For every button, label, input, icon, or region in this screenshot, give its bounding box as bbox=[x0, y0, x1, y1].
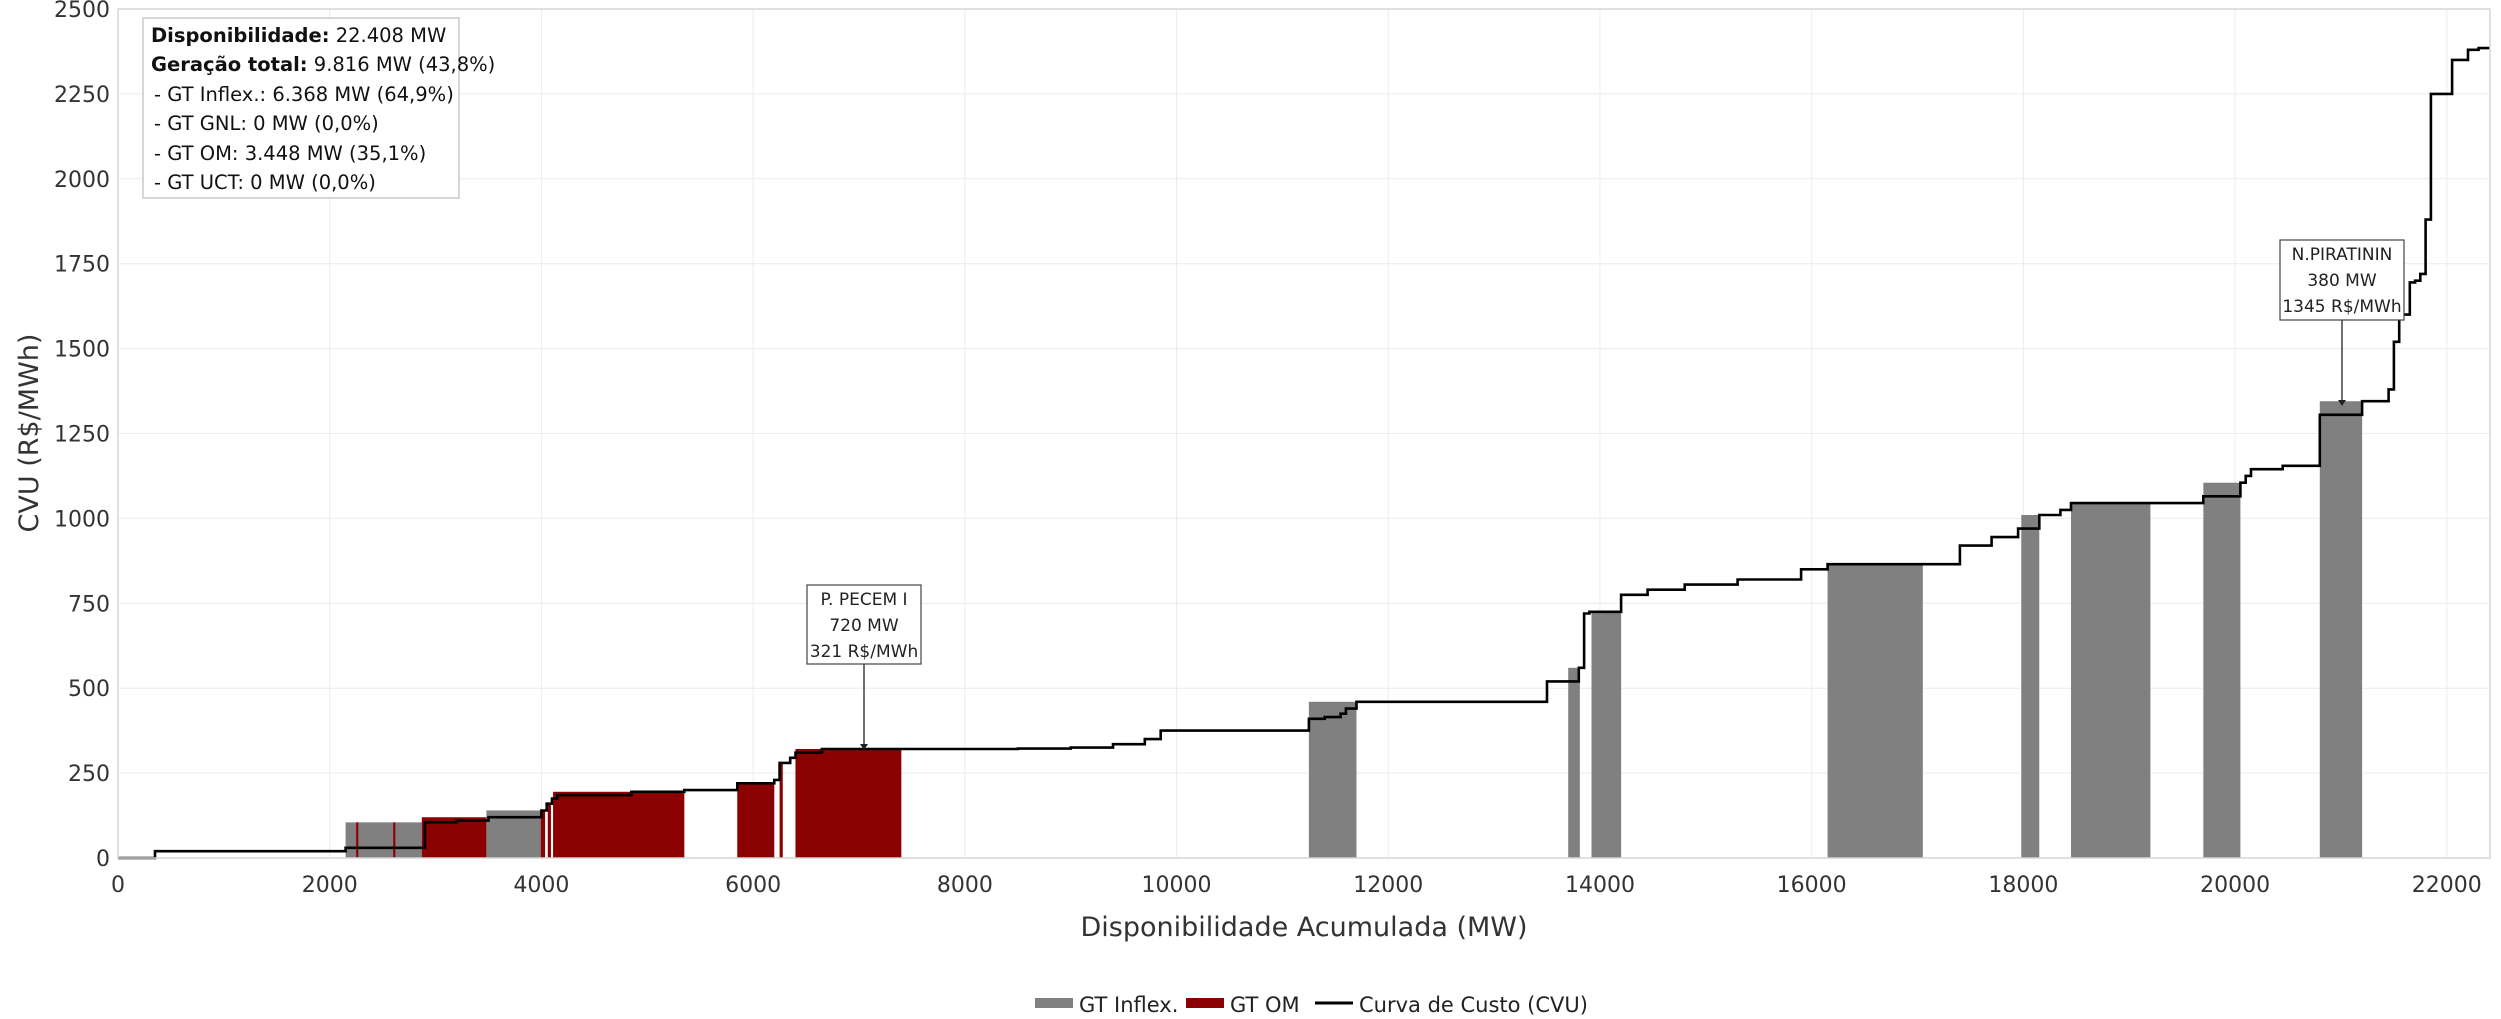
x-tick-label-8000: 8000 bbox=[937, 873, 993, 898]
annotation-pecem: P. PECEM I 720 MW 321 R$/MWh bbox=[806, 584, 922, 750]
y-tick-label-2250: 2250 bbox=[54, 83, 110, 108]
legend-label-cvu: Curva de Custo (CVU) bbox=[1359, 993, 1588, 1017]
annotation-piratinin-arrowhead bbox=[2338, 400, 2346, 406]
info-total-generation-value: 9.816 MW (43,8%) bbox=[314, 53, 496, 76]
annotation-pecem-capacity: 720 MW bbox=[829, 616, 899, 636]
info-total-generation-label: Geração total: bbox=[151, 53, 308, 76]
band-gt-om-4 bbox=[547, 803, 551, 858]
x-tick-label-6000: 6000 bbox=[725, 873, 781, 898]
annotation-pecem-name: P. PECEM I bbox=[820, 590, 907, 610]
info-line-gt-uct: - GT UCT: 0 MW (0,0%) bbox=[154, 171, 376, 194]
annotation-pecem-box bbox=[806, 584, 922, 665]
x-tick-label-12000: 12000 bbox=[1353, 873, 1423, 898]
generation-bands bbox=[345, 401, 2363, 858]
band-gt-inflex--2 bbox=[1308, 701, 1357, 858]
band-gt-om-0 bbox=[356, 822, 359, 858]
legend-label-gt-inflex: GT Inflex. bbox=[1079, 993, 1178, 1017]
x-tick-label-22000: 22000 bbox=[2412, 873, 2482, 898]
y-tick-label-500: 500 bbox=[68, 677, 110, 702]
plot-frame bbox=[117, 8, 2491, 859]
y-tick-label-1500: 1500 bbox=[54, 338, 110, 363]
legend-swatch-gt-inflex bbox=[1035, 998, 1073, 1008]
band-gt-inflex--8 bbox=[2203, 482, 2241, 858]
band-gt-om-6 bbox=[737, 783, 775, 858]
x-tick-label-20000: 20000 bbox=[2200, 873, 2270, 898]
annotation-piratinin: N.PIRATININ 380 MW 1345 R$/MWh bbox=[2279, 239, 2405, 406]
band-gt-inflex--4 bbox=[1591, 611, 1622, 858]
cost-curve-line bbox=[118, 46, 2490, 860]
x-tick-label-10000: 10000 bbox=[1142, 873, 1212, 898]
x-tick-label-4000: 4000 bbox=[513, 873, 569, 898]
x-tick-label-16000: 16000 bbox=[1777, 873, 1847, 898]
band-gt-om-3 bbox=[540, 810, 546, 858]
band-gt-inflex--3 bbox=[1568, 667, 1580, 858]
y-tick-label-1750: 1750 bbox=[54, 253, 110, 278]
annotation-pecem-arrowhead bbox=[860, 744, 868, 750]
y-axis-ticks: 0 250 500 750 1000 1250 1500 1750 2000 2250 2500 bbox=[54, 0, 110, 872]
info-line-gt-inflex: - GT Inflex.: 6.368 MW (64,9%) bbox=[154, 83, 454, 106]
info-line-availability: Disponibilidade: 22.408 MW bbox=[151, 24, 446, 47]
x-axis-title: Disponibilidade Acumulada (MW) bbox=[1080, 912, 1527, 943]
band-gt-inflex--6 bbox=[2021, 515, 2040, 858]
y-tick-label-250: 250 bbox=[68, 762, 110, 787]
annotation-piratinin-box bbox=[2279, 239, 2405, 321]
x-tick-label-2000: 2000 bbox=[302, 873, 358, 898]
y-axis-title: CVU (R$/MWh) bbox=[14, 334, 45, 533]
x-axis-ticks: 0 2000 4000 6000 8000 10000 12000 14000 16000 180… bbox=[111, 873, 2482, 898]
annotation-piratinin-cost: 1345 R$/MWh bbox=[2282, 297, 2401, 317]
info-line-gt-gnl: - GT GNL: 0 MW (0,0%) bbox=[154, 112, 379, 135]
cost-curve bbox=[118, 46, 2490, 860]
annotation-pecem-cost: 321 R$/MWh bbox=[810, 642, 918, 662]
band-gt-om-1 bbox=[393, 822, 396, 858]
y-tick-label-0: 0 bbox=[96, 847, 110, 872]
band-gt-inflex--7 bbox=[2071, 503, 2151, 858]
band-gt-inflex--5 bbox=[1827, 564, 1923, 858]
y-tick-label-2000: 2000 bbox=[54, 168, 110, 193]
band-gt-om-7 bbox=[779, 762, 783, 858]
info-box-frame bbox=[142, 17, 460, 199]
band-gt-om-8 bbox=[795, 748, 902, 858]
annotation-piratinin-capacity: 380 MW bbox=[2307, 271, 2377, 291]
annotation-piratinin-name: N.PIRATININ bbox=[2292, 245, 2393, 265]
x-tick-label-18000: 18000 bbox=[1988, 873, 2058, 898]
y-tick-label-1000: 1000 bbox=[54, 507, 110, 532]
legend-label-gt-om: GT OM bbox=[1230, 993, 1300, 1017]
x-tick-label-14000: 14000 bbox=[1565, 873, 1635, 898]
info-availability-value: 22.408 MW bbox=[336, 24, 447, 47]
legend: GT Inflex. GT OM Curva de Custo (CVU) bbox=[1035, 993, 1588, 1017]
band-gt-inflex--9 bbox=[2319, 401, 2363, 858]
y-tick-label-750: 750 bbox=[68, 592, 110, 617]
info-box: Disponibilidade: 22.408 MW Geração total… bbox=[142, 17, 495, 199]
x-tick-label-0: 0 bbox=[111, 873, 125, 898]
info-line-total-generation: Geração total: 9.816 MW (43,8%) bbox=[151, 53, 495, 76]
y-tick-label-1250: 1250 bbox=[54, 423, 110, 448]
band-gt-om-2 bbox=[421, 817, 487, 858]
info-availability-label: Disponibilidade: bbox=[151, 24, 330, 47]
band-gt-om-5 bbox=[553, 791, 685, 858]
legend-swatch-gt-om bbox=[1186, 998, 1224, 1008]
info-line-gt-om: - GT OM: 3.448 MW (35,1%) bbox=[154, 142, 426, 165]
y-tick-label-2500: 2500 bbox=[54, 0, 110, 23]
